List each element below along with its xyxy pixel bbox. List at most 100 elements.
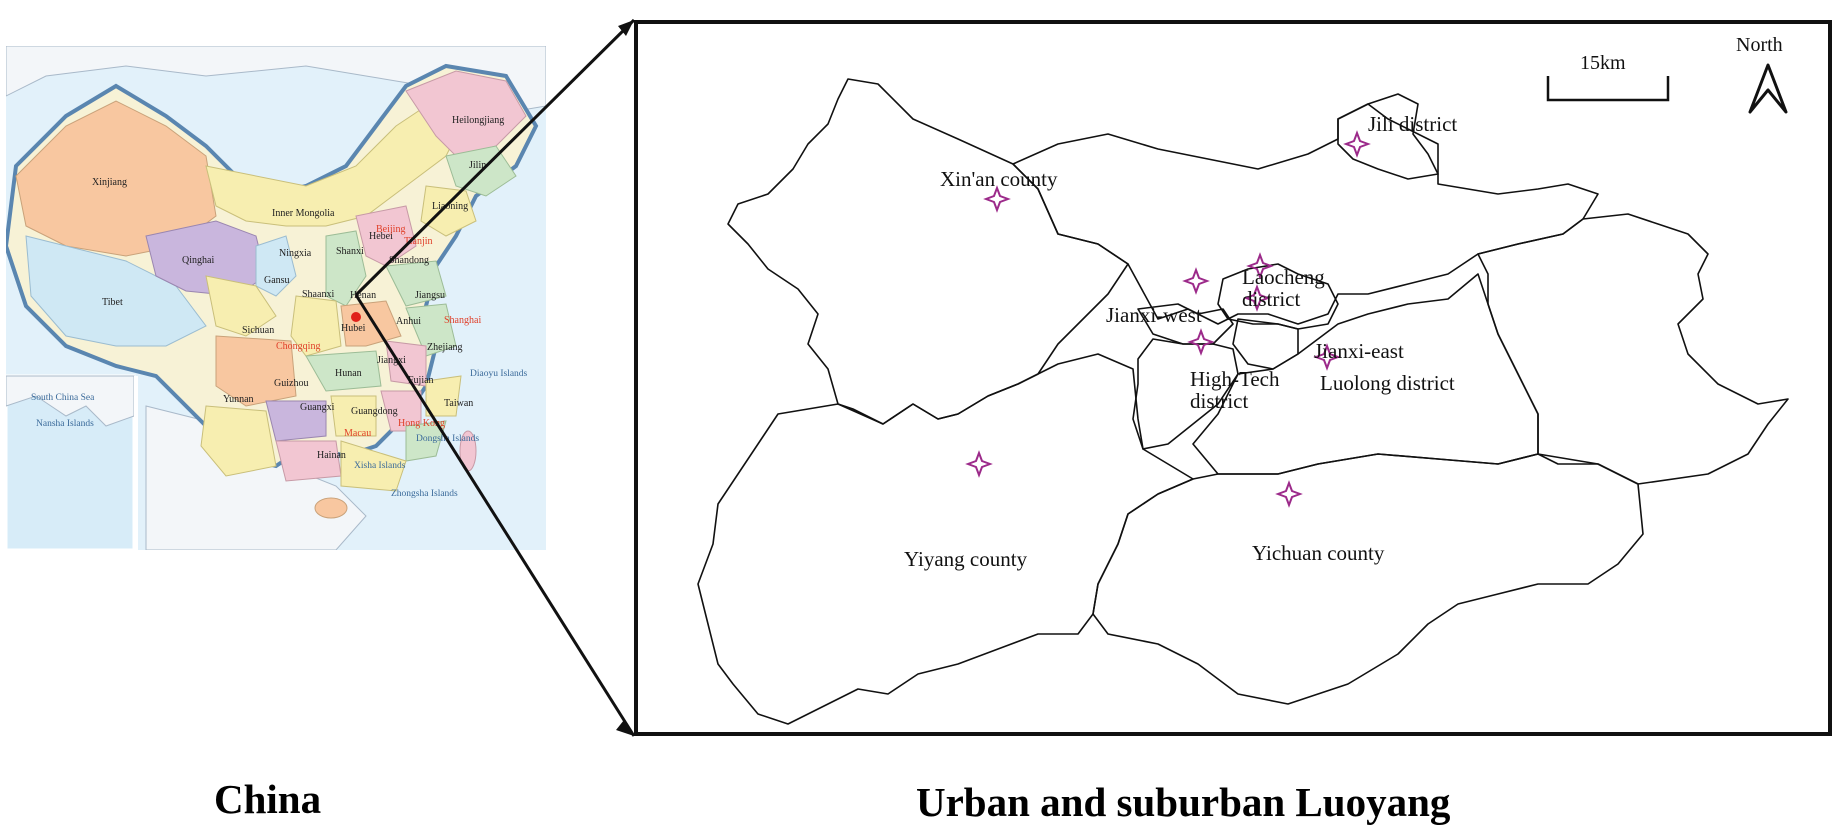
label-hubei: Hubei	[341, 323, 366, 334]
province-hunan	[330, 395, 377, 437]
province-xinjiang	[15, 100, 217, 257]
boundary-yichuan-county	[1092, 453, 1644, 705]
label-yiyang-county: Yiyang county	[904, 547, 1028, 571]
district-seat-markers	[965, 130, 1371, 508]
label-yunnan: Yunnan	[223, 394, 254, 405]
henan-location-marker	[351, 312, 361, 322]
label-hebei: Hebei	[369, 231, 393, 242]
star-high-tech-district	[1187, 328, 1215, 356]
boundary-yiyang-county	[697, 353, 1194, 725]
star-jianxi-east	[1243, 284, 1271, 312]
province-shandong	[385, 260, 447, 307]
label-xinjiang: Xinjiang	[92, 177, 127, 188]
label-qinghai: Qinghai	[182, 255, 214, 266]
label-jili-district: Jili district	[1368, 112, 1458, 136]
label-guizhou: Guizhou	[274, 378, 308, 389]
scale-bar-label: 15km	[1580, 52, 1626, 74]
boundary-laocheng-district	[1217, 263, 1339, 330]
boundary-eastern-region	[1477, 213, 1789, 485]
label-zhongsha-islands: Zhongsha Islands	[391, 489, 458, 499]
luoyang-map-frame: Xin'an county Jili district Laocheng dis…	[634, 20, 1832, 736]
province-shanxi	[325, 230, 367, 307]
province-heilongjiang	[405, 70, 527, 157]
province-gansu	[205, 275, 277, 337]
province-jiangsu	[405, 303, 457, 357]
label-taiwan: Taiwan	[444, 398, 473, 409]
label-shanghai: Shanghai	[444, 315, 481, 326]
label-high-tech-district: High-Tech district	[1190, 367, 1280, 414]
label-fujian: Fujian	[408, 375, 434, 386]
label-jiangsu: Jiangsu	[415, 290, 445, 301]
boundary-high-tech-district	[1132, 338, 1239, 450]
star-jili-district	[1343, 130, 1371, 158]
province-yunnan	[200, 405, 277, 477]
province-inner-mongolia	[205, 105, 467, 227]
label-heilongjiang: Heilongjiang	[452, 115, 504, 126]
north-arrow-icon	[1748, 63, 1788, 114]
luoyang-boundaries	[697, 78, 1789, 725]
label-south-china-sea: South China Sea	[31, 393, 95, 403]
province-shaanxi	[290, 295, 342, 357]
province-ningxia	[255, 235, 297, 297]
boundary-jili-district	[1337, 93, 1439, 180]
connector-arrow-top	[618, 20, 634, 36]
label-hong-kong: Hong Kong	[398, 418, 445, 429]
label-shaanxi: Shaanxi	[302, 289, 334, 300]
star-yichuan-county	[1275, 480, 1303, 508]
star-xinan-county	[983, 185, 1011, 213]
label-jianxi-east: Jianxi-east	[1314, 339, 1404, 363]
label-inner-mongolia: Inner Mongolia	[272, 208, 335, 219]
boundary-jianxi-west	[1137, 303, 1234, 345]
label-henan: Henan	[350, 290, 376, 301]
star-jianxi-west	[1182, 267, 1210, 295]
label-guangxi: Guangxi	[300, 402, 335, 413]
label-yichuan-county: Yichuan county	[1252, 541, 1385, 565]
label-luolong-district: Luolong district	[1320, 371, 1455, 395]
star-luolong-district	[1313, 343, 1341, 371]
label-tibet: Tibet	[102, 297, 123, 308]
label-anhui: Anhui	[396, 316, 421, 327]
inset-land	[6, 375, 135, 427]
inset-divider	[134, 376, 138, 550]
province-tibet	[25, 235, 207, 347]
label-beijing: Beijing	[376, 224, 405, 235]
connector-line-top	[354, 18, 636, 297]
label-guangdong: Guangdong	[351, 406, 398, 417]
label-jiangxi: Jiangxi	[377, 355, 406, 366]
province-guizhou	[265, 400, 327, 442]
connector-line-bottom	[354, 294, 636, 737]
label-gansu: Gansu	[264, 275, 290, 286]
caption-luoyang: Urban and suburban Luoyang	[916, 779, 1451, 825]
label-zhejiang: Zhejiang	[427, 342, 463, 353]
province-guangdong	[340, 440, 407, 492]
label-liaoning: Liaoning	[432, 201, 468, 212]
neighbor-land-north	[6, 46, 546, 117]
label-sichuan: Sichuan	[242, 325, 274, 336]
label-ningxia: Ningxia	[279, 248, 312, 259]
province-hubei	[305, 350, 382, 392]
north-label: North	[1736, 34, 1783, 56]
label-nansha-islands: Nansha Islands	[36, 419, 94, 429]
label-xisha-islands: Xisha Islands	[354, 461, 406, 471]
china-map: Heilongjiang Jilin Liaoning Xinjiang Inn…	[6, 46, 546, 550]
label-chongqing: Chongqing	[276, 341, 320, 352]
boundary-xinan-county	[727, 78, 1129, 425]
label-shandong: Shandong	[389, 255, 429, 266]
label-diaoyu-islands: Diaoyu Islands	[470, 369, 528, 379]
province-liaoning	[420, 185, 477, 237]
label-jianxi-west: Jianxi-west	[1106, 303, 1202, 327]
label-shanxi: Shanxi	[336, 246, 364, 257]
star-laocheng-district	[1246, 252, 1274, 280]
label-tianjin: Tianjin	[404, 236, 433, 247]
star-yiyang-county	[965, 450, 993, 478]
label-hainan: Hainan	[317, 450, 346, 461]
label-macau: Macau	[344, 428, 371, 439]
caption-china: China	[214, 776, 322, 822]
connector-arrow-bottom	[616, 720, 634, 736]
label-hunan: Hunan	[335, 368, 362, 379]
label-laocheng-district: Laocheng district	[1242, 265, 1325, 312]
province-hainan	[314, 497, 348, 519]
scale-bar	[1546, 76, 1670, 102]
label-jilin: Jilin	[469, 160, 486, 171]
